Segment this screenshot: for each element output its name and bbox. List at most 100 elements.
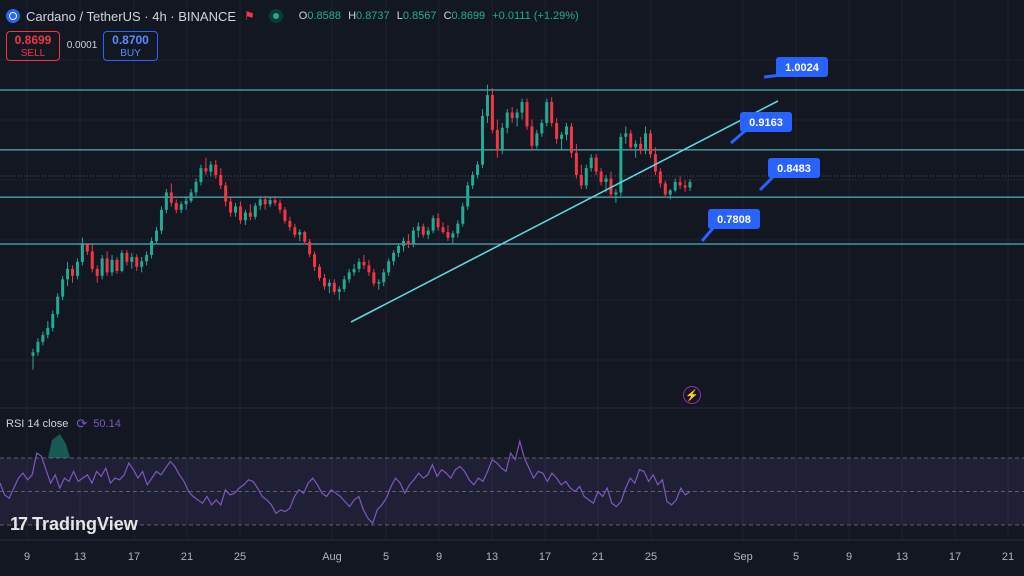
candle-body — [362, 261, 366, 266]
sell-button[interactable]: 0.8699 SELL — [6, 31, 60, 61]
candle-body — [75, 261, 79, 276]
candle-body — [545, 102, 549, 123]
candle-body — [318, 266, 322, 278]
candle-body — [154, 230, 158, 242]
price-tag — [768, 158, 820, 178]
trend-line[interactable] — [350, 100, 779, 323]
candle-body — [594, 157, 598, 172]
candle-body — [243, 212, 247, 221]
symbol-title[interactable]: Cardano / TetherUS · 4h · BINANCE — [26, 8, 237, 24]
buy-label: BUY — [120, 48, 141, 59]
candle-body — [95, 268, 99, 276]
tradingview-logo[interactable]: 17 TradingView — [10, 514, 138, 535]
candle-body — [401, 241, 405, 246]
candle-body — [481, 115, 485, 165]
candle-body — [525, 102, 529, 127]
candle-body — [648, 133, 652, 155]
candle-body — [120, 252, 124, 271]
loading-icon: ⟳ — [76, 416, 88, 431]
candle-body — [569, 126, 573, 153]
candle-body — [189, 192, 193, 201]
buy-button[interactable]: 0.8700 BUY — [103, 31, 158, 61]
candle-body — [140, 261, 144, 267]
candle-body — [164, 192, 168, 210]
time-axis-label: 9 — [24, 551, 30, 563]
tag-pointer — [758, 174, 776, 192]
candle-body — [629, 133, 633, 148]
candle-body — [347, 272, 351, 280]
time-axis-label: 17 — [539, 551, 551, 563]
candle-body — [125, 252, 129, 262]
sell-label: SELL — [20, 48, 46, 59]
candle-body — [392, 252, 396, 262]
rsi-legend: RSI 14 close ⟳ 50.14 — [6, 416, 121, 432]
tag-pointer — [700, 226, 716, 242]
lightning-icon[interactable]: ⚡ — [683, 386, 701, 404]
candle-body — [273, 200, 277, 203]
candle-body — [599, 171, 603, 183]
candle-body — [268, 200, 272, 205]
candle-body — [476, 164, 480, 176]
candle-body — [209, 164, 213, 172]
candle-body — [683, 185, 687, 188]
candle-body — [668, 190, 672, 195]
candle-body — [327, 282, 331, 287]
flag-icon[interactable]: ⚑ — [244, 9, 255, 23]
time-axis-label: 25 — [234, 551, 246, 563]
candle-body — [179, 204, 183, 210]
candle-body — [238, 206, 242, 221]
candle-body — [51, 314, 55, 328]
candle-body — [194, 182, 198, 193]
candle-body — [471, 175, 475, 186]
candle-body — [456, 223, 460, 234]
price-tag-label: 1.0024 — [785, 62, 820, 74]
candle-body — [288, 220, 292, 228]
candle-body — [219, 175, 223, 186]
candle-body — [85, 244, 89, 252]
candle-body — [352, 268, 356, 273]
candle-body — [540, 122, 544, 134]
candle-body — [46, 327, 50, 335]
tradingview-wordmark: TradingView — [32, 514, 138, 534]
candle-body — [500, 127, 504, 151]
time-axis-label: 13 — [74, 551, 86, 563]
tag-pointer — [730, 128, 747, 145]
candle-body — [382, 272, 386, 283]
candle-body — [56, 296, 60, 315]
time-axis-label: 17 — [128, 551, 140, 563]
candle-body — [555, 122, 559, 139]
candle-body — [283, 209, 287, 221]
candle-body — [258, 199, 262, 206]
ohlc-readout: O0.8588 H0.8737 L0.8567 C0.8699 +0.0111 … — [298, 10, 579, 22]
buy-price: 0.8700 — [112, 33, 149, 47]
time-axis[interactable]: 9 13 17 21 25 Aug 5 9 13 17 21 25 Sep 5 9 13 17 21 — [0, 539, 1024, 563]
price-tags[interactable]: 1.0024 0.9163 0.8483 0.7808 — [700, 57, 828, 242]
candle-body — [248, 212, 252, 217]
candle-body — [71, 268, 75, 276]
candle-body — [411, 230, 415, 245]
candle-body — [466, 185, 470, 207]
candle-body — [653, 154, 657, 172]
candle-body — [579, 175, 583, 186]
candle-body — [199, 168, 203, 183]
candle-body — [145, 254, 149, 262]
candle-body — [451, 233, 455, 238]
candle-body — [130, 257, 134, 262]
candle-body — [372, 272, 376, 284]
candle-body — [322, 277, 326, 287]
time-axis-label: Sep — [733, 551, 753, 563]
spread-value: 0.0001 — [66, 40, 98, 51]
rsi-label[interactable]: RSI 14 close — [6, 418, 69, 430]
candle-body — [115, 259, 119, 271]
candle-body — [530, 126, 534, 146]
candle-body — [485, 95, 489, 116]
time-axis-label: 17 — [949, 551, 961, 563]
candle-body — [263, 199, 267, 205]
candle-body — [639, 143, 643, 151]
time-axis-label: 5 — [383, 551, 389, 563]
candle-body — [80, 244, 84, 262]
candle-body — [41, 334, 45, 342]
rsi-pane — [0, 407, 1024, 526]
candle-body — [100, 258, 104, 276]
